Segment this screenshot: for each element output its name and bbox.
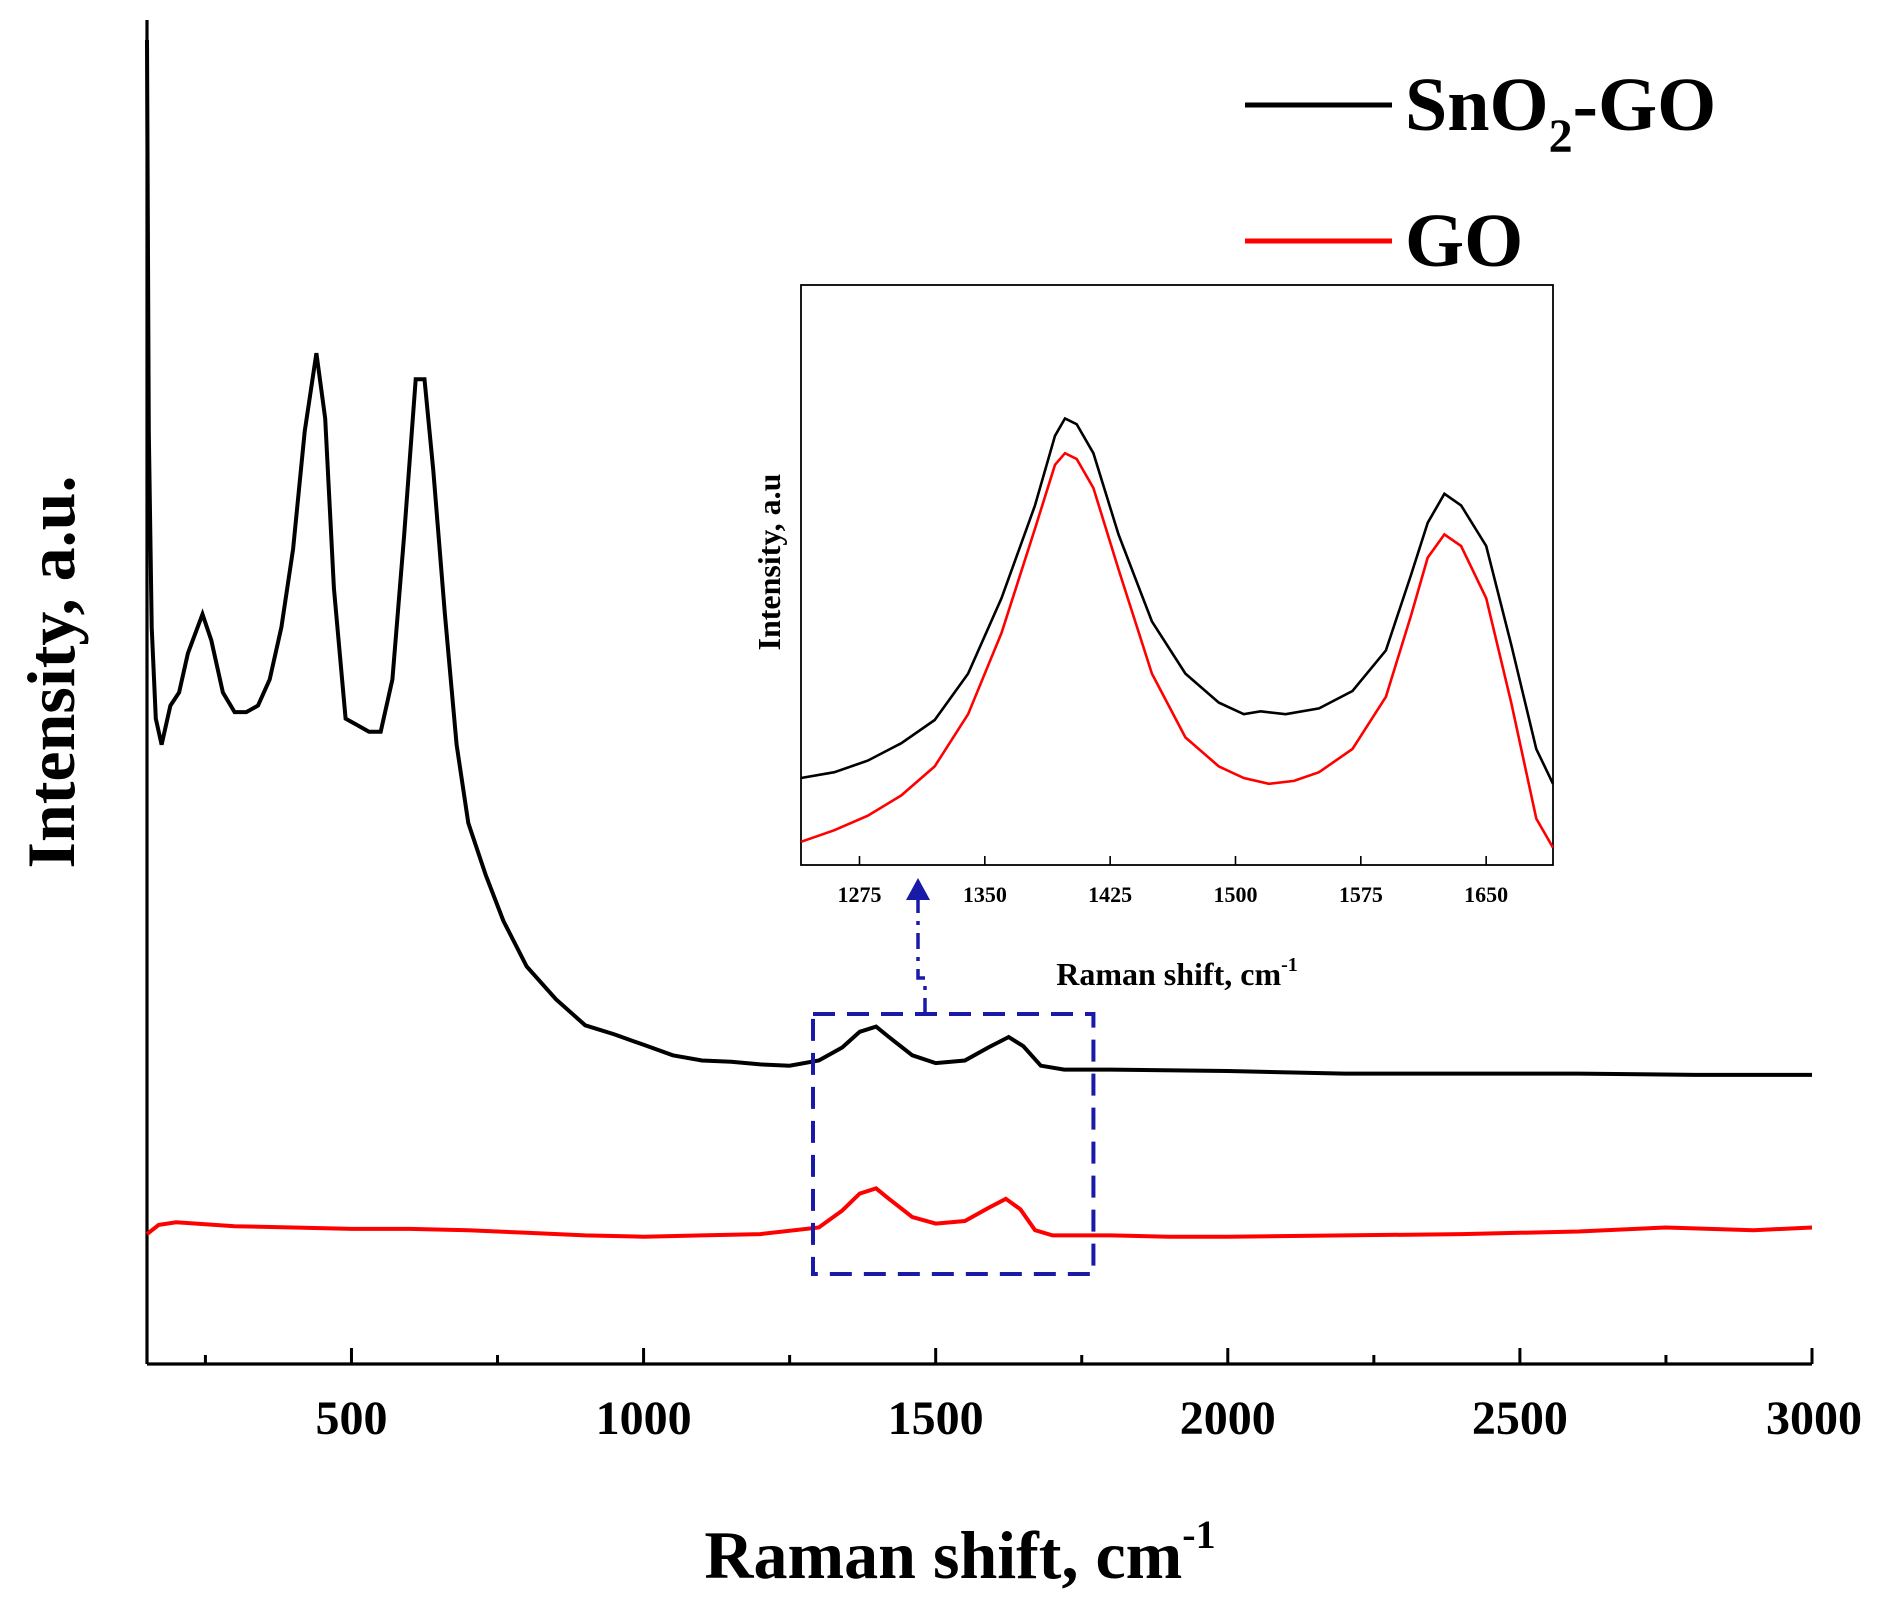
series-line-go bbox=[145, 1186, 1813, 1239]
series-line-sno2-go bbox=[145, 39, 1812, 1077]
inset-x-tick-label: 1575 bbox=[1339, 882, 1383, 907]
legend: SnO2-GO GO bbox=[1245, 63, 1716, 283]
main-axes bbox=[145, 20, 1812, 1366]
zoom-box bbox=[811, 1012, 1096, 1276]
y-axis-title: Intensity, a.u. bbox=[13, 476, 89, 869]
inset-x-tick-label: 1500 bbox=[1213, 882, 1257, 907]
zoom-arrowhead bbox=[906, 878, 930, 900]
x-axis-title: Raman shift, cm-1 bbox=[704, 1512, 1215, 1593]
inset-plot: 1275 1350 1425 1500 1575 1650 Raman shift, cm… bbox=[751, 284, 1555, 992]
inset-x-ticks bbox=[858, 856, 1487, 865]
x-axis-title-text: Raman shift, cm bbox=[704, 1517, 1182, 1593]
zoom-arrow bbox=[916, 895, 927, 1014]
inset-series-line-go bbox=[800, 451, 1555, 849]
inset-series-line-sno2-go bbox=[800, 416, 1555, 785]
legend-label-sno2-go: SnO2-GO bbox=[1405, 63, 1716, 163]
x-tick-label: 500 bbox=[315, 1392, 387, 1445]
x-ticks bbox=[203, 1348, 1814, 1364]
inset-x-axis-title-text: Raman shift, cm bbox=[1056, 956, 1281, 992]
x-tick-label: 1500 bbox=[888, 1392, 984, 1445]
legend-label-go: GO bbox=[1405, 199, 1523, 283]
inset-frame bbox=[800, 284, 1554, 866]
x-tick-label: 3000 bbox=[1766, 1392, 1862, 1445]
inset-x-tick-labels: 1275 1350 1425 1500 1575 1650 bbox=[837, 882, 1508, 907]
inset-x-axis-title-sup: -1 bbox=[1281, 954, 1298, 976]
inset-x-axis-title: Raman shift, cm-1 bbox=[1056, 954, 1298, 992]
x-axis-title-sup: -1 bbox=[1182, 1512, 1215, 1557]
inset-x-tick-label: 1425 bbox=[1088, 882, 1132, 907]
inset-x-tick-label: 1350 bbox=[963, 882, 1007, 907]
inset-y-axis-title: Intensity, a.u bbox=[751, 474, 787, 651]
x-tick-label: 1000 bbox=[596, 1392, 692, 1445]
x-tick-label: 2500 bbox=[1472, 1392, 1568, 1445]
inset-x-tick-label: 1275 bbox=[837, 882, 881, 907]
inset-x-tick-label: 1650 bbox=[1464, 882, 1508, 907]
x-tick-label: 2000 bbox=[1180, 1392, 1276, 1445]
x-tick-labels: 500 1000 1500 2000 2500 3000 bbox=[315, 1392, 1862, 1445]
